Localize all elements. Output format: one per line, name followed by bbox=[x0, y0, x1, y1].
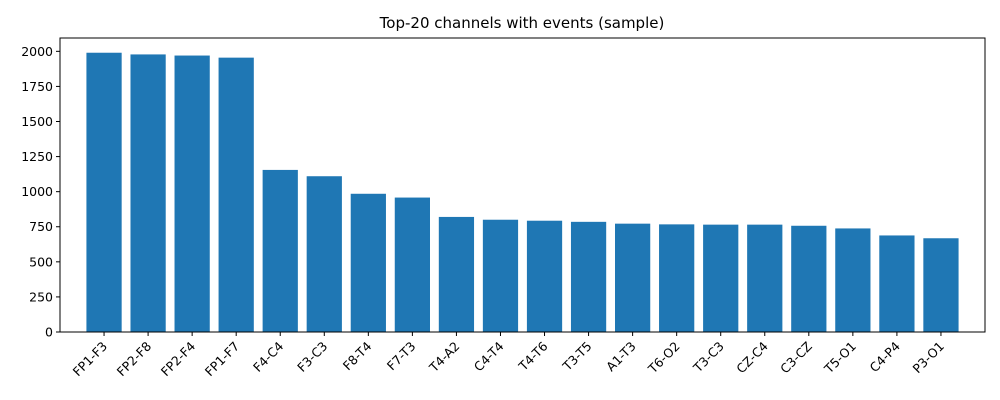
bar-fp2-f4 bbox=[174, 55, 210, 332]
bar-f3-c3 bbox=[306, 176, 342, 332]
x-tick-label: T4-A2 bbox=[426, 339, 463, 376]
bar-fp1-f3 bbox=[86, 52, 122, 333]
x-tick-label: FP2-F8 bbox=[114, 338, 155, 379]
bar-c3-cz bbox=[791, 225, 827, 332]
x-tick-label: FP1-F7 bbox=[202, 339, 243, 380]
bar-f7-t3 bbox=[394, 197, 430, 332]
x-tick-label: C3-CZ bbox=[777, 339, 815, 377]
y-tick-label: 0 bbox=[45, 325, 53, 340]
bar-t4-t6 bbox=[526, 220, 563, 332]
plot-frame bbox=[59, 37, 986, 333]
bar-cz-c4 bbox=[747, 224, 783, 332]
bar-c4-p4 bbox=[879, 235, 915, 332]
x-axis: FP1-F3 FP2-F8 FP2-F4 FP1-F7 F4-C4 F3-C3 F8-T4 F… bbox=[70, 332, 947, 379]
y-axis: 0 250 500 750 1000 1250 1500 1750 2000 bbox=[21, 44, 60, 340]
x-tick-label: F7-T3 bbox=[384, 339, 419, 374]
y-tick-label: 1250 bbox=[21, 149, 53, 164]
x-tick-label: T4-T6 bbox=[515, 338, 551, 374]
bar-t6-o2 bbox=[659, 224, 695, 332]
x-tick-label: T6-O2 bbox=[644, 339, 682, 377]
y-tick-label: 500 bbox=[29, 254, 53, 269]
bar-fp1-f7 bbox=[218, 57, 254, 332]
bar-t4-a2 bbox=[438, 216, 475, 332]
x-tick-label: T5-O1 bbox=[821, 339, 859, 377]
y-tick-label: 1500 bbox=[21, 114, 53, 129]
x-tick-label: T3-T5 bbox=[559, 339, 595, 375]
bar-f8-t4 bbox=[350, 193, 386, 332]
x-tick-label: F8-T4 bbox=[340, 338, 375, 373]
chart-title: Top-20 channels with events (sample) bbox=[379, 14, 665, 32]
x-tick-label: C4-T4 bbox=[471, 338, 507, 374]
x-tick-label: F4-C4 bbox=[250, 338, 286, 374]
bar-t3-t5 bbox=[570, 221, 607, 332]
x-tick-label: FP2-F4 bbox=[158, 338, 199, 379]
x-tick-label: C4-P4 bbox=[866, 338, 903, 375]
bar-f4-c4 bbox=[262, 169, 298, 332]
y-tick-label: 250 bbox=[29, 289, 53, 304]
bar-p3-o1 bbox=[923, 238, 959, 332]
y-tick-label: 1750 bbox=[21, 79, 53, 94]
bar-a1-t3 bbox=[615, 223, 651, 332]
x-tick-label: T3-C3 bbox=[690, 339, 727, 376]
x-tick-label: P3-O1 bbox=[909, 339, 947, 377]
y-tick-label: 2000 bbox=[21, 44, 53, 59]
bar-fp2-f8 bbox=[130, 54, 166, 332]
y-tick-label: 750 bbox=[29, 219, 53, 234]
bar-t5-o1 bbox=[835, 228, 871, 332]
bars-group bbox=[86, 52, 959, 333]
x-tick-label: A1-T3 bbox=[603, 339, 639, 375]
bar-c4-t4 bbox=[482, 219, 519, 332]
x-tick-label: F3-C3 bbox=[294, 339, 330, 375]
y-tick-label: 1000 bbox=[21, 184, 53, 199]
x-tick-label: CZ-C4 bbox=[733, 338, 771, 376]
bar-t3-c3 bbox=[703, 224, 739, 332]
x-tick-label: FP1-F3 bbox=[70, 339, 111, 380]
